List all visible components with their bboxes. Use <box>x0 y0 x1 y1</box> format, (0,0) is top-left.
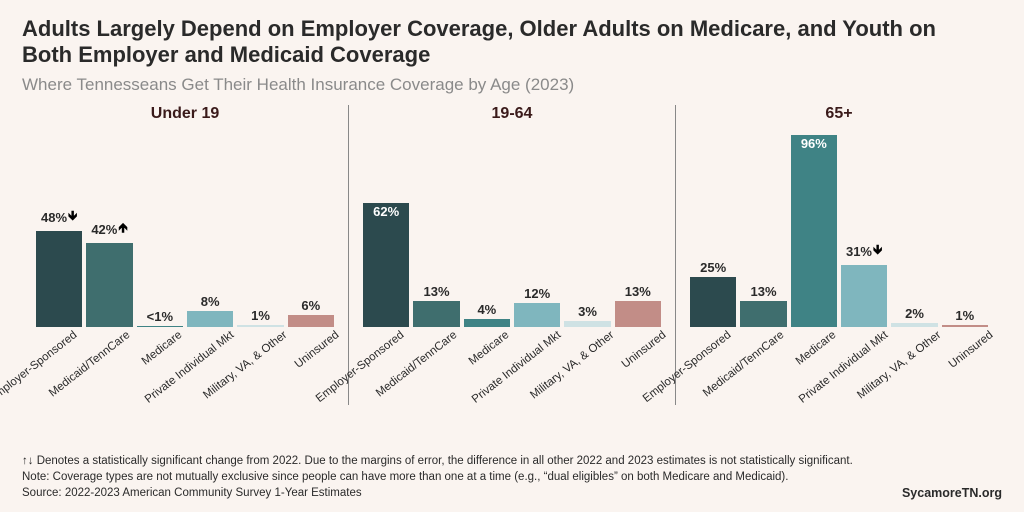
bar <box>791 135 837 327</box>
x-axis-labels: Employer-SponsoredMedicaid/TennCareMedic… <box>355 329 669 407</box>
chart-panels: Under 19 48%🡻 42%🡹 <1% 8% 1% 6% Employer-Sponso… <box>22 105 1002 405</box>
bar <box>363 203 409 327</box>
panel-title: Under 19 <box>28 105 342 123</box>
bar-column: 3% <box>564 127 610 327</box>
arrow-up-icon: 🡹 <box>118 219 127 241</box>
bar <box>942 325 988 327</box>
bar-value-label: 42%🡹 <box>91 219 127 241</box>
bar-value-label: 3% <box>578 304 597 319</box>
bar-value-label: 1% <box>955 308 974 323</box>
bar-value-label: 8% <box>201 294 220 309</box>
bar-column: <1% <box>137 127 183 327</box>
bar <box>690 277 736 327</box>
bar <box>841 265 887 327</box>
x-axis-label: Uninsured <box>620 329 669 371</box>
bar-column: 1% <box>237 127 283 327</box>
bar <box>187 311 233 327</box>
chart-title: Adults Largely Depend on Employer Covera… <box>22 16 942 69</box>
bar <box>615 301 661 327</box>
bar-column: 42%🡹 <box>86 127 132 327</box>
bar-column: 96% <box>791 127 837 327</box>
bar-value-label: 6% <box>301 298 320 313</box>
bar-value-label: 25% <box>700 260 726 275</box>
chart-panel: 65+ 25% 13% 96% 31%🡻 2% 1% Employer-SponsoredMe… <box>675 105 1002 405</box>
bar-value-label: 31%🡻 <box>846 241 882 263</box>
bar-value-label: 2% <box>905 306 924 321</box>
x-axis-label: Private Individual Mkt <box>470 329 564 406</box>
bar <box>891 323 937 327</box>
x-axis-label: Medicare <box>794 329 839 368</box>
bar <box>564 321 610 327</box>
bar-column: 4% <box>464 127 510 327</box>
bar-value-label: 13% <box>423 284 449 299</box>
source-site: SycamoreTN.org <box>902 485 1002 502</box>
bar-value-label: 13% <box>750 284 776 299</box>
bar-value-label: 62% <box>373 204 399 219</box>
bar <box>86 243 132 327</box>
footnote-arrows: ↑↓ Denotes a statistically significant c… <box>22 454 1002 470</box>
bar-group: 48%🡻 42%🡹 <1% 8% 1% 6% <box>28 127 342 327</box>
chart-panel: 19-64 62% 13% 4% 12% 3% 13% Employer-SponsoredM… <box>348 105 675 405</box>
arrow-down-icon: 🡻 <box>68 207 77 229</box>
x-axis-label: Medicare <box>467 329 512 368</box>
bar-value-label: 96% <box>801 136 827 151</box>
x-axis-labels: Employer-SponsoredMedicaid/TennCareMedic… <box>28 329 342 407</box>
x-axis-label: Employer-Sponsored <box>0 329 80 405</box>
bar <box>464 319 510 327</box>
bar-column: 25% <box>690 127 736 327</box>
chart-panel: Under 19 48%🡻 42%🡹 <1% 8% 1% 6% Employer-Sponso… <box>22 105 348 405</box>
bar-group: 62% 13% 4% 12% 3% 13% <box>355 127 669 327</box>
bar-value-label: 13% <box>625 284 651 299</box>
bar-column: 1% <box>942 127 988 327</box>
bar <box>237 325 283 327</box>
panel-title: 65+ <box>682 105 996 123</box>
bar-value-label: 48%🡻 <box>41 207 77 229</box>
x-axis-label: Private Individual Mkt <box>797 329 891 406</box>
x-axis-labels: Employer-SponsoredMedicaid/TennCareMedic… <box>682 329 996 407</box>
x-axis-label: Uninsured <box>947 329 996 371</box>
bar-column: 62% <box>363 127 409 327</box>
x-axis-label: Medicare <box>140 329 185 368</box>
footnotes: ↑↓ Denotes a statistically significant c… <box>22 454 1002 502</box>
bar-value-label: 1% <box>251 308 270 323</box>
bar-column: 31%🡻 <box>841 127 887 327</box>
arrow-down-icon: 🡻 <box>873 241 882 263</box>
bar-column: 8% <box>187 127 233 327</box>
x-axis-label: Uninsured <box>293 329 342 371</box>
panel-title: 19-64 <box>355 105 669 123</box>
chart-subtitle: Where Tennesseans Get Their Health Insur… <box>22 75 1002 95</box>
footnote-note: Note: Coverage types are not mutually ex… <box>22 470 1002 486</box>
bar-value-label: 4% <box>477 302 496 317</box>
bar-column: 12% <box>514 127 560 327</box>
bar-value-label: <1% <box>147 309 173 324</box>
bar-column: 48%🡻 <box>36 127 82 327</box>
footnote-source: Source: 2022-2023 American Community Sur… <box>22 486 362 502</box>
bar <box>36 231 82 327</box>
x-axis-label: Private Individual Mkt <box>143 329 237 406</box>
bar-value-label: 12% <box>524 286 550 301</box>
bar <box>740 301 786 327</box>
bar-group: 25% 13% 96% 31%🡻 2% 1% <box>682 127 996 327</box>
bar <box>137 326 183 327</box>
bar-column: 13% <box>615 127 661 327</box>
bar <box>413 301 459 327</box>
bar-column: 13% <box>413 127 459 327</box>
bar-column: 2% <box>891 127 937 327</box>
bar-column: 13% <box>740 127 786 327</box>
bar <box>514 303 560 327</box>
bar-column: 6% <box>288 127 334 327</box>
bar <box>288 315 334 327</box>
